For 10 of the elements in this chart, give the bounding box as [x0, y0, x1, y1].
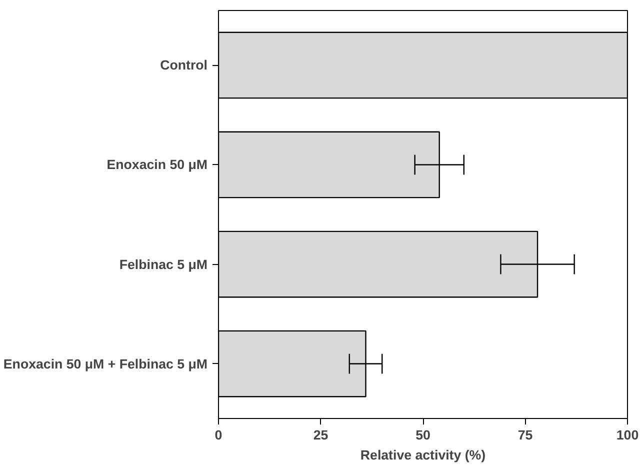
y-tick-label: Enoxacin 50 μM + Felbinac 5 μM [3, 356, 208, 372]
x-tick-label: 0 [214, 428, 222, 442]
x-tick-label: 75 [518, 428, 534, 442]
x-axis-title: Relative activity (%) [360, 448, 486, 462]
x-tick-label: 50 [416, 428, 430, 442]
y-tick-label: Control [160, 58, 208, 73]
y-tick-label: Felbinac 5 μM [119, 256, 208, 272]
y-tick-label: Enoxacin 50 μM [106, 157, 208, 172]
x-tick-label: 100 [616, 428, 639, 442]
x-tick-label: 25 [313, 428, 329, 442]
